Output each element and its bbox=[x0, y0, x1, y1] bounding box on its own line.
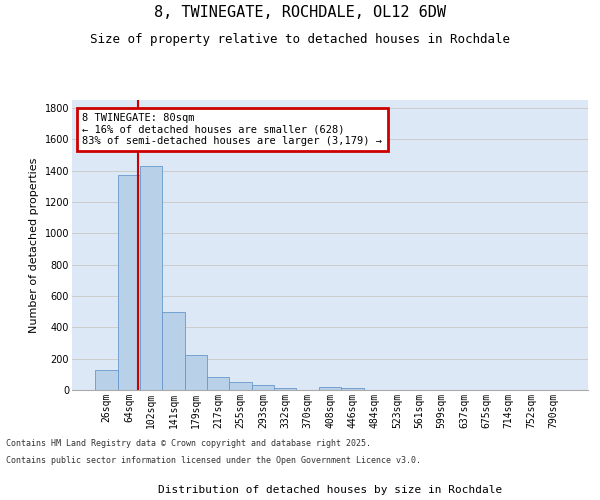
Bar bbox=[229, 382, 252, 390]
Text: Contains public sector information licensed under the Open Government Licence v3: Contains public sector information licen… bbox=[6, 456, 421, 465]
Bar bbox=[341, 388, 364, 390]
Text: Distribution of detached houses by size in Rochdale: Distribution of detached houses by size … bbox=[158, 485, 502, 495]
Text: 8 TWINEGATE: 80sqm
← 16% of detached houses are smaller (628)
83% of semi-detach: 8 TWINEGATE: 80sqm ← 16% of detached hou… bbox=[82, 113, 382, 146]
Text: 8, TWINEGATE, ROCHDALE, OL12 6DW: 8, TWINEGATE, ROCHDALE, OL12 6DW bbox=[154, 5, 446, 20]
Bar bbox=[207, 378, 229, 390]
Bar bbox=[163, 312, 185, 390]
Bar bbox=[274, 388, 296, 390]
Bar bbox=[118, 175, 140, 390]
Bar bbox=[319, 387, 341, 390]
Bar bbox=[95, 370, 118, 390]
Y-axis label: Number of detached properties: Number of detached properties bbox=[29, 158, 39, 332]
Text: Size of property relative to detached houses in Rochdale: Size of property relative to detached ho… bbox=[90, 32, 510, 46]
Text: Contains HM Land Registry data © Crown copyright and database right 2025.: Contains HM Land Registry data © Crown c… bbox=[6, 438, 371, 448]
Bar bbox=[185, 354, 207, 390]
Bar bbox=[140, 166, 163, 390]
Bar bbox=[252, 386, 274, 390]
